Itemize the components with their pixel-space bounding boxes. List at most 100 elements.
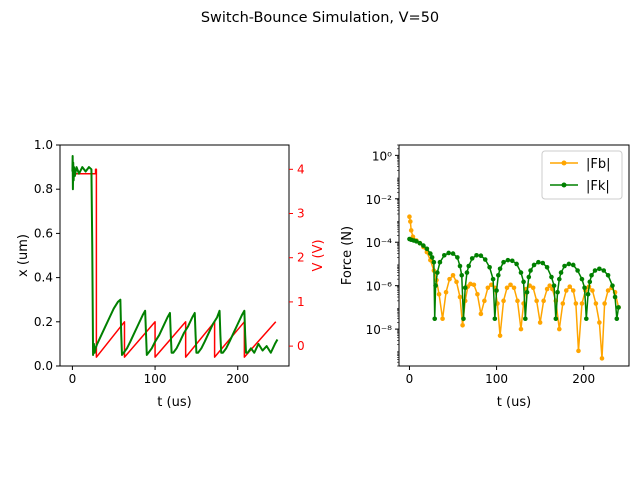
right-series-fk-point bbox=[497, 266, 503, 272]
right-series-fk-point bbox=[612, 294, 618, 300]
right-series-fb-point bbox=[440, 316, 445, 322]
left-yticks: 0.0 0.2 0.4 0.6 0.8 1.0 bbox=[34, 138, 60, 373]
right-series-fb-point bbox=[515, 298, 520, 304]
right-series-fb-point bbox=[489, 282, 494, 288]
right-series-fk-point bbox=[553, 316, 559, 322]
right-series-fk-point bbox=[464, 270, 470, 275]
right-series-fk-point bbox=[432, 316, 438, 322]
right-series-fk-point bbox=[528, 268, 533, 273]
right-series-fk-point bbox=[509, 258, 515, 264]
right-series-fb-point bbox=[599, 356, 605, 361]
right-yticks: 10⁻⁸ 10⁻⁶ 10⁻⁴ 10⁻² 10⁰ bbox=[366, 144, 399, 367]
legend-fb-marker bbox=[561, 160, 567, 166]
right-series-fk-point bbox=[457, 263, 463, 269]
right-series-fk-point bbox=[505, 257, 511, 263]
right-series-fk-point bbox=[450, 251, 456, 256]
legend: |Fb| |Fk| bbox=[541, 150, 623, 200]
right-series-fb-point bbox=[547, 283, 553, 288]
right-series-fb-point bbox=[468, 281, 473, 287]
right-series-fb-point bbox=[501, 298, 506, 304]
left-xtick-label: 100 bbox=[144, 372, 167, 386]
right-series-fk-point bbox=[558, 270, 564, 275]
right-series-fb-point bbox=[541, 298, 546, 304]
right-series-fk-point bbox=[589, 273, 594, 278]
right-series-fb-point bbox=[576, 348, 581, 354]
right-xticks: 0 100 200 bbox=[406, 366, 595, 386]
right-series-fk-point bbox=[555, 289, 560, 295]
right-series-fk-point bbox=[575, 268, 580, 273]
right-series-fb-point bbox=[436, 292, 442, 297]
right-series-group bbox=[407, 214, 621, 361]
right-series-fb-point bbox=[504, 285, 510, 291]
right-series-fk-point bbox=[585, 292, 591, 297]
legend-fk-marker bbox=[561, 182, 567, 188]
right-xtick-label: 200 bbox=[572, 372, 595, 386]
right-series-fb-point bbox=[485, 285, 491, 291]
right-series-fk-point bbox=[592, 268, 598, 273]
right-series-fb-point bbox=[518, 326, 524, 332]
right-chart: 0 100 200 10⁻⁸ 10⁻⁶ 10⁻⁴ 10⁻² 10⁰ t (us) Force… bbox=[340, 144, 630, 410]
right-series-fb-point bbox=[557, 326, 562, 332]
right-series-fk-point bbox=[549, 274, 554, 280]
figure-title: Switch-Bounce Simulation, V=50 bbox=[201, 10, 439, 26]
right-series-fk-point bbox=[566, 261, 572, 267]
right-series-fb bbox=[407, 214, 621, 361]
right-series-fk-point bbox=[536, 259, 541, 265]
right-series-fb-point bbox=[597, 320, 602, 325]
right-series-fk-point bbox=[570, 262, 576, 268]
left-ytick-label: 1.0 bbox=[34, 138, 53, 152]
right-series-fk-point bbox=[544, 265, 550, 270]
right-series-fb-point bbox=[450, 273, 456, 278]
right-series-fk-point bbox=[523, 316, 528, 322]
left-y2-axis-label: V (V) bbox=[311, 239, 326, 271]
left-xtick-label: 0 bbox=[69, 372, 77, 386]
right-series-fk-point bbox=[557, 276, 562, 282]
right-ytick-label: 10⁻² bbox=[366, 193, 393, 207]
right-series-fk-point bbox=[582, 285, 587, 291]
right-series-fk-point bbox=[616, 305, 621, 310]
right-series-fk-point bbox=[496, 273, 501, 278]
right-y-axis-label: Force (N) bbox=[340, 226, 355, 285]
right-series-fb-point bbox=[593, 301, 599, 306]
right-series-fk-point bbox=[417, 240, 423, 246]
right-series-fk-point bbox=[466, 263, 472, 269]
right-series-fb-point bbox=[482, 298, 487, 304]
right-series-fk-point bbox=[551, 283, 557, 288]
right-plot-frame bbox=[398, 144, 630, 367]
right-series-fk-point bbox=[431, 259, 437, 265]
right-ytick-label: 10⁰ bbox=[372, 149, 392, 163]
right-series-fk-point bbox=[540, 260, 546, 266]
right-series-fk-point bbox=[414, 239, 419, 244]
right-series-fk-point bbox=[469, 256, 475, 261]
right-series-fb-point bbox=[475, 292, 480, 297]
left-ytick-label: 0.4 bbox=[34, 271, 53, 285]
right-series-fk-point bbox=[461, 316, 466, 322]
right-series-fk-point bbox=[490, 276, 496, 282]
right-series-fk-point bbox=[601, 268, 607, 273]
right-series-fb-point bbox=[560, 301, 566, 306]
right-series-fk-point bbox=[487, 265, 492, 270]
right-series-fk-point bbox=[597, 266, 602, 272]
right-series-fb-point bbox=[573, 301, 579, 306]
right-series-fk-point bbox=[474, 253, 479, 258]
right-series-fk-point bbox=[442, 253, 447, 258]
right-series-fb-point bbox=[511, 285, 517, 291]
left-series-group bbox=[71, 155, 279, 358]
right-series-fk-point bbox=[524, 289, 530, 295]
left-xticks: 0 100 200 bbox=[69, 366, 249, 386]
right-series-fk-point bbox=[521, 279, 526, 285]
right-series-fb-point bbox=[497, 333, 503, 338]
right-series-fk-point bbox=[587, 279, 593, 285]
right-series-fk-point bbox=[435, 270, 440, 275]
right-series-fk-point bbox=[459, 273, 465, 278]
left-y2tick-label: 3 bbox=[297, 207, 305, 221]
right-series-fb-point bbox=[530, 285, 536, 291]
right-series-fk-point bbox=[455, 255, 460, 260]
right-series-fk-point bbox=[433, 283, 438, 288]
right-series-fk-point bbox=[482, 257, 488, 262]
right-series-fk-point bbox=[531, 262, 537, 268]
right-ytick-label: 10⁻⁴ bbox=[366, 236, 393, 250]
right-series-fk-point bbox=[579, 276, 585, 282]
left-y-axis-label: x (um) bbox=[16, 234, 31, 277]
left-x-axis-label: t (us) bbox=[157, 395, 191, 410]
